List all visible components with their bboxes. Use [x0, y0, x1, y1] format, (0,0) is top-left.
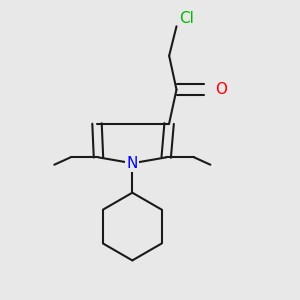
Text: O: O — [215, 82, 227, 97]
Text: N: N — [127, 156, 138, 171]
Text: Cl: Cl — [179, 11, 194, 26]
